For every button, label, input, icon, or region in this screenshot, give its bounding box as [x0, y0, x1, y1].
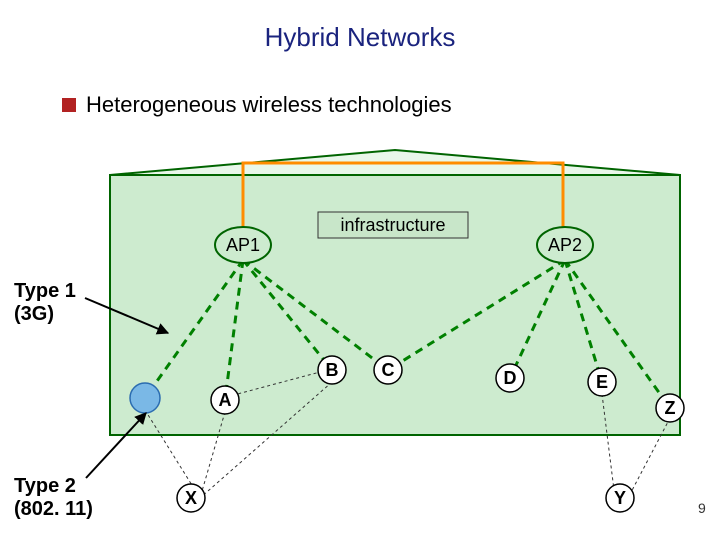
svg-text:C: C	[382, 360, 395, 380]
svg-text:A: A	[219, 390, 232, 410]
svg-text:infrastructure: infrastructure	[340, 215, 445, 235]
svg-text:B: B	[326, 360, 339, 380]
svg-text:E: E	[596, 372, 608, 392]
svg-text:AP1: AP1	[226, 235, 260, 255]
svg-text:X: X	[185, 488, 197, 508]
svg-text:Z: Z	[665, 398, 676, 418]
svg-text:Y: Y	[614, 488, 626, 508]
network-diagram: infrastructure AP1 AP2 A B C D E Z X Y	[0, 0, 720, 540]
svg-text:AP2: AP2	[548, 235, 582, 255]
svg-text:D: D	[504, 368, 517, 388]
